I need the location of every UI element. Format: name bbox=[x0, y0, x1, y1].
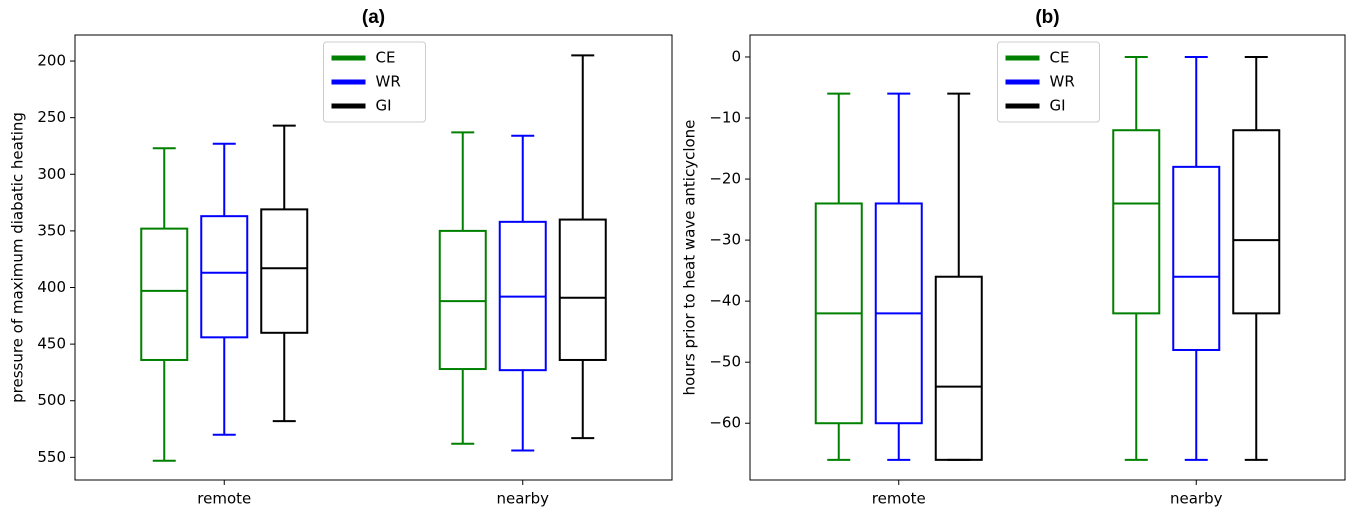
box bbox=[934, 275, 983, 461]
plot-frame bbox=[749, 34, 1346, 481]
y-axis-label: pressure of maximum diabatic heating bbox=[9, 112, 27, 403]
legend-label: WR bbox=[1050, 73, 1075, 91]
box bbox=[260, 208, 309, 334]
chart-title: (a) bbox=[362, 7, 385, 28]
y-tick-label: −60 bbox=[709, 414, 741, 432]
y-tick-label: 450 bbox=[37, 335, 66, 353]
y-tick-label: 300 bbox=[37, 165, 66, 183]
legend-label: CE bbox=[376, 49, 396, 67]
y-tick-label: −10 bbox=[709, 109, 741, 127]
x-tick-label: nearby bbox=[1170, 490, 1223, 508]
x-tick-label: remote bbox=[197, 490, 251, 508]
box bbox=[1172, 165, 1221, 351]
y-tick-label: −30 bbox=[709, 231, 741, 249]
y-tick-label: −40 bbox=[709, 292, 741, 310]
y-tick-label: 0 bbox=[731, 47, 741, 65]
box bbox=[1112, 129, 1161, 315]
legend-label: GI bbox=[1050, 97, 1066, 115]
box bbox=[200, 215, 249, 339]
legend-label: CE bbox=[1050, 49, 1070, 67]
chart-title: (b) bbox=[1035, 7, 1059, 28]
y-tick-label: 350 bbox=[37, 221, 66, 239]
legend-label: WR bbox=[376, 73, 401, 91]
x-tick-label: nearby bbox=[497, 490, 550, 508]
plot-frame bbox=[74, 34, 673, 481]
y-tick-label: −50 bbox=[709, 353, 741, 371]
y-axis-label: hours prior to heat wave anticyclone bbox=[681, 120, 699, 396]
y-tick-label: 550 bbox=[37, 448, 66, 466]
x-tick-label: remote bbox=[872, 490, 926, 508]
box bbox=[558, 218, 607, 361]
legend-label: GI bbox=[376, 97, 392, 115]
y-tick-label: 400 bbox=[37, 278, 66, 296]
legend-box bbox=[997, 41, 1100, 123]
legend-box bbox=[323, 41, 426, 123]
y-tick-label: 500 bbox=[37, 391, 66, 409]
y-tick-label: 250 bbox=[37, 108, 66, 126]
y-tick-label: −20 bbox=[709, 170, 741, 188]
box bbox=[140, 227, 189, 361]
y-tick-label: 200 bbox=[37, 52, 66, 70]
box bbox=[1232, 129, 1281, 315]
box bbox=[438, 229, 487, 371]
